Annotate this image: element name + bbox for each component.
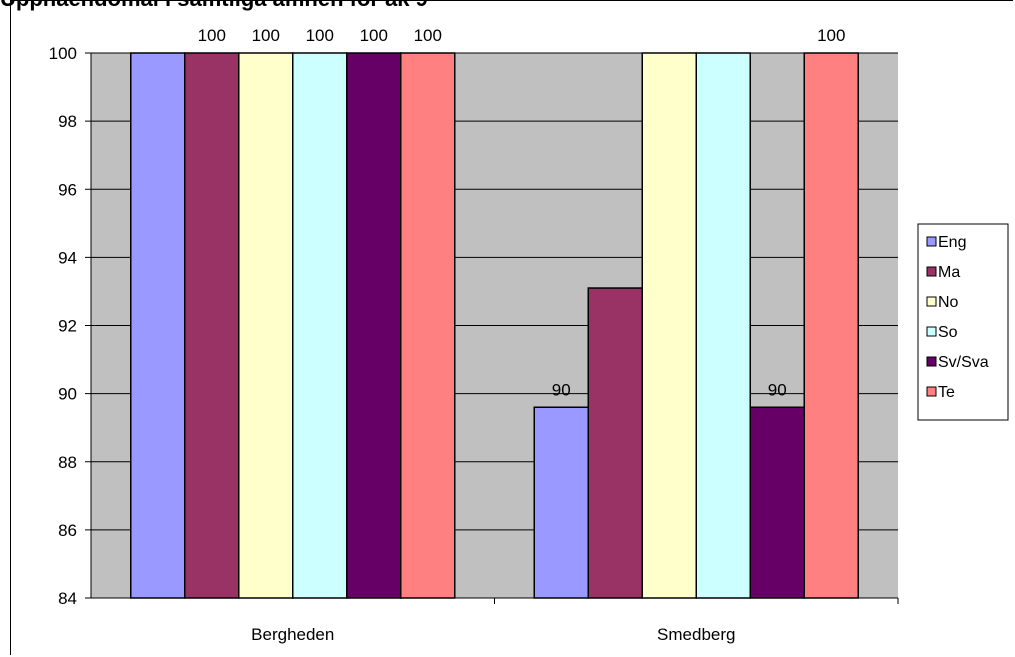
- legend-swatch: [926, 296, 937, 307]
- y-tick-label: 100: [49, 44, 77, 63]
- bar-ma-smedberg: [587, 287, 643, 599]
- y-tick-label: 88: [58, 453, 77, 472]
- y-tick-label: 84: [58, 589, 77, 608]
- data-label: 100: [360, 26, 388, 45]
- legend: Eng Ma No So Sv/Sva Te: [917, 223, 1009, 421]
- axes: 84 86 88 90 92 94 96 98 100 Bergheden Smedberg: [49, 44, 899, 644]
- legend-swatch: [926, 326, 937, 337]
- data-label: 90: [552, 380, 571, 399]
- bar-so-bergheden: [292, 52, 348, 599]
- chart-title: Upphaendomal i samtliga ämnen för åk 9: [0, 0, 428, 12]
- legend-swatch: [926, 266, 937, 277]
- data-label: 100: [414, 26, 442, 45]
- bar-so-smedberg: [695, 52, 751, 599]
- bar-te-smedberg: [803, 52, 859, 599]
- legend-entry: No: [938, 294, 959, 311]
- data-labels: 100 100 100 100 100 90 90 100: [198, 26, 846, 399]
- y-tick-label: 92: [58, 317, 77, 336]
- y-tick-label: 96: [58, 180, 77, 199]
- bar-sv-sva-smedberg: [749, 406, 805, 599]
- data-label: 100: [198, 26, 226, 45]
- category-label: Smedberg: [657, 625, 735, 644]
- data-label: 100: [817, 26, 845, 45]
- category-label: Bergheden: [251, 625, 334, 644]
- y-tick-label: 98: [58, 112, 77, 131]
- bar-no-smedberg: [641, 52, 697, 599]
- legend-swatch: [926, 386, 937, 397]
- legend-swatch: [926, 236, 937, 247]
- bar-no-bergheden: [238, 52, 294, 599]
- y-tick-label: 94: [58, 248, 77, 267]
- bars: [130, 52, 859, 599]
- bar-ma-bergheden: [184, 52, 240, 599]
- legend-entry: Te: [938, 384, 955, 401]
- bar-eng-smedberg: [533, 406, 589, 599]
- bar-eng-bergheden: [130, 52, 186, 599]
- y-tick-label: 86: [58, 521, 77, 540]
- legend-entry: Eng: [938, 234, 966, 251]
- bar-sv-sva-bergheden: [346, 52, 402, 599]
- data-label: 100: [252, 26, 280, 45]
- y-tick-label: 90: [58, 385, 77, 404]
- bar-te-bergheden: [400, 52, 456, 599]
- legend-entry: Sv/Sva: [938, 354, 989, 371]
- legend-swatch: [926, 356, 937, 367]
- chart-frame: [10, 0, 1013, 655]
- data-label: 100: [306, 26, 334, 45]
- legend-entry: Ma: [938, 264, 960, 281]
- data-label: 90: [768, 380, 787, 399]
- legend-entry: So: [938, 324, 958, 341]
